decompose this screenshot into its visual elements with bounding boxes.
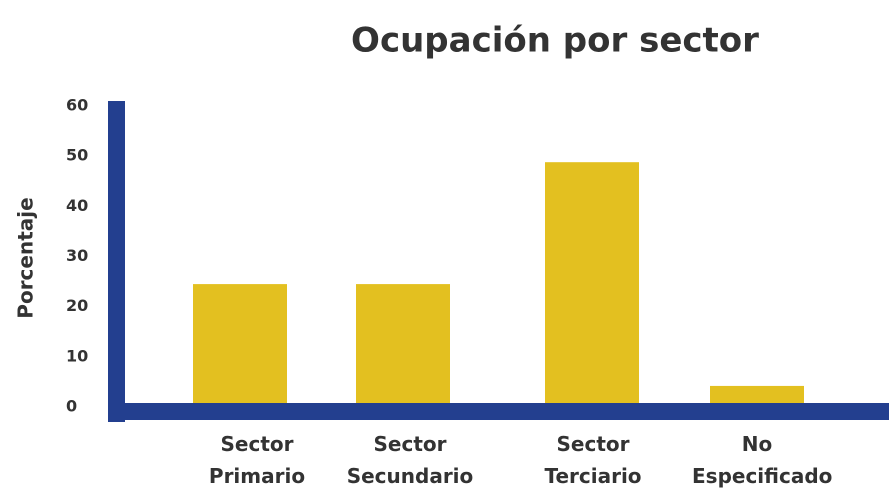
y-tick-label: 60 bbox=[66, 96, 88, 115]
bar bbox=[356, 284, 450, 407]
x-tick-label: Sector Terciario bbox=[544, 432, 642, 488]
x-tick-label: Sector Primario bbox=[208, 432, 306, 488]
y-tick-label: 50 bbox=[66, 146, 88, 165]
chart-title: Ocupación por sector bbox=[351, 21, 759, 61]
y-tick-label: 10 bbox=[66, 346, 88, 365]
x-axis bbox=[108, 403, 889, 420]
bar bbox=[193, 284, 287, 407]
y-tick-label: 40 bbox=[66, 196, 88, 215]
y-tick-label: 20 bbox=[66, 296, 88, 315]
y-axis-label: Porcentaje bbox=[14, 197, 38, 318]
bar bbox=[710, 385, 804, 407]
x-tick-label: No Especificado bbox=[692, 432, 833, 488]
y-axis bbox=[108, 101, 125, 422]
bar bbox=[545, 162, 639, 407]
x-tick-label: Sector Secundario bbox=[346, 432, 474, 488]
y-tick-label: 30 bbox=[66, 246, 88, 265]
y-tick-label: 0 bbox=[66, 397, 77, 416]
